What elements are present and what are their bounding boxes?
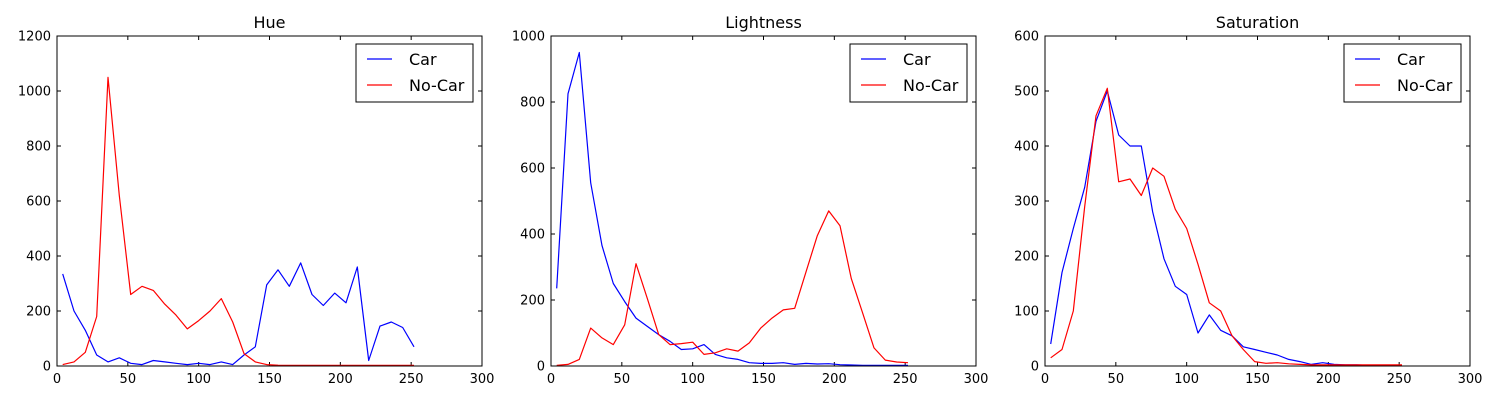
legend-label: No-Car — [1397, 76, 1453, 95]
y-tick-label: 1000 — [18, 85, 51, 100]
x-tick-label: 50 — [120, 372, 137, 387]
series-line-no-car — [62, 76, 414, 366]
y-tick-label: 200 — [1014, 250, 1039, 265]
legend-label: Car — [903, 50, 931, 69]
x-tick-label: 300 — [470, 372, 495, 387]
chart-title: Saturation — [1216, 13, 1299, 32]
plot-frame — [550, 35, 977, 367]
x-tick-label: 100 — [1174, 372, 1199, 387]
legend-box — [1343, 43, 1462, 103]
y-tick-label: 200 — [26, 305, 51, 320]
chart-panel-3: Saturation 0 50 100 150 200 250 300 0 100 200 300 40… — [1014, 13, 1482, 387]
y-tick-label: 1000 — [512, 30, 545, 45]
y-tick-label: 500 — [1014, 85, 1039, 100]
legend: Car No-Car — [1343, 43, 1462, 103]
y-tick-label: 800 — [26, 140, 51, 155]
y-tick-label: 800 — [520, 96, 545, 111]
x-tick-label: 0 — [53, 372, 61, 387]
x-tick-label: 100 — [186, 372, 211, 387]
series-line-car — [62, 262, 415, 366]
x-tick-label: 150 — [1245, 372, 1270, 387]
legend-label: Car — [409, 50, 437, 69]
series-line-no-car — [556, 210, 909, 366]
series-line-no-car — [1050, 87, 1402, 366]
chart-title: Lightness — [725, 13, 802, 32]
y-tick-label: 600 — [520, 162, 545, 177]
y-tick-label: 200 — [520, 294, 545, 309]
series-line-car — [556, 51, 908, 366]
y-tick-label: 600 — [26, 195, 51, 210]
x-tick-label: 250 — [399, 372, 424, 387]
y-tick-label: 1200 — [18, 30, 51, 45]
chart-title: Hue — [253, 13, 285, 32]
y-tick-label: 0 — [43, 360, 51, 375]
legend: Car No-Car — [849, 43, 968, 103]
x-tick-label: 50 — [1108, 372, 1125, 387]
y-tick-label: 0 — [1031, 360, 1039, 375]
x-tick-label: 50 — [614, 372, 631, 387]
x-tick-label: 300 — [964, 372, 989, 387]
x-tick-label: 100 — [680, 372, 705, 387]
x-tick-label: 200 — [822, 372, 847, 387]
legend-box — [849, 43, 968, 103]
y-tick-label: 400 — [520, 228, 545, 243]
legend-label: No-Car — [903, 76, 959, 95]
y-tick-label: 100 — [1014, 305, 1039, 320]
plot-frame — [1044, 35, 1471, 367]
y-tick-label: 0 — [537, 360, 545, 375]
x-tick-label: 0 — [547, 372, 555, 387]
x-tick-label: 150 — [257, 372, 282, 387]
legend-label: No-Car — [409, 76, 465, 95]
legend: Car No-Car — [355, 43, 474, 103]
y-tick-label: 400 — [26, 250, 51, 265]
legend-label: Car — [1397, 50, 1425, 69]
legend-box — [355, 43, 474, 103]
x-tick-label: 0 — [1041, 372, 1049, 387]
x-tick-label: 200 — [1316, 372, 1341, 387]
y-tick-label: 300 — [1014, 195, 1039, 210]
y-tick-label: 600 — [1014, 30, 1039, 45]
y-tick-label: 400 — [1014, 140, 1039, 155]
chart-panel-1: Hue 0 50 100 150 200 250 300 0 200 400 600 800 1000 12… — [18, 13, 495, 387]
x-tick-label: 300 — [1458, 372, 1483, 387]
x-tick-label: 200 — [328, 372, 353, 387]
x-tick-label: 250 — [893, 372, 918, 387]
x-tick-label: 150 — [751, 372, 776, 387]
plot-frame — [56, 35, 483, 367]
chart-panel-2: Lightness 0 50 100 150 200 250 300 0 200 400 600 800… — [512, 13, 989, 387]
x-tick-label: 250 — [1387, 372, 1412, 387]
